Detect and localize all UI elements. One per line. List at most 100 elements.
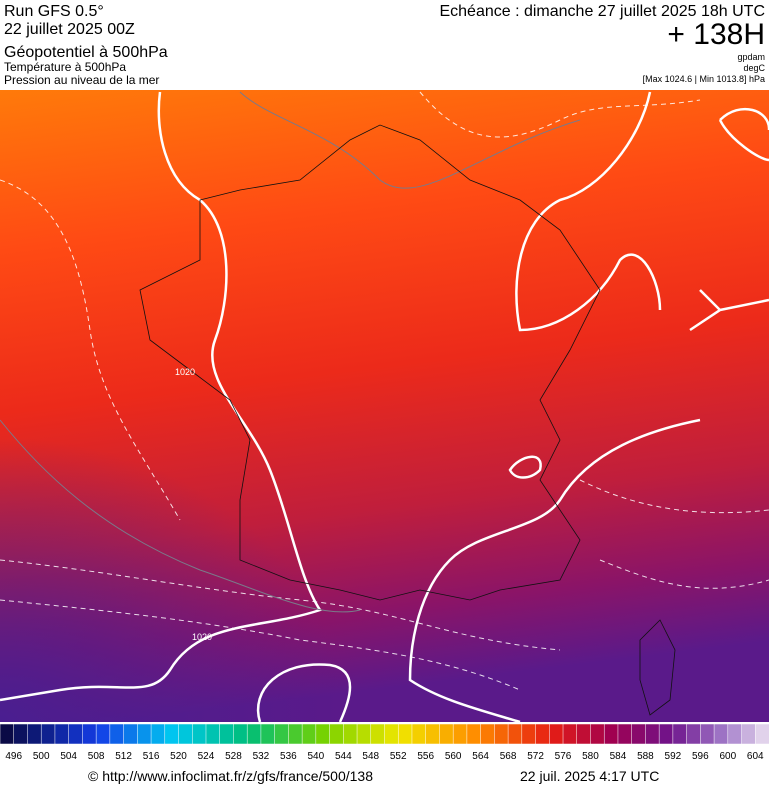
colorbar-swatch [109,723,125,745]
colorbar-swatch [301,723,317,745]
colorbar-swatch [219,723,234,745]
colorbar-swatch [521,723,537,745]
field-shading [0,90,769,722]
colorbar-label: 560 [445,751,462,762]
colorbar-swatch [260,723,276,745]
colorbar-swatch [384,723,399,745]
source-url: © http://www.infoclimat.fr/z/gfs/france/… [88,768,373,784]
colorbar-label: 564 [472,751,489,762]
colorbar-swatch [356,723,372,745]
borders [139,124,676,716]
colorbar-swatch [192,723,207,745]
colorbar-swatch [164,723,180,745]
colorbar-swatch [480,723,495,745]
colorbar-swatch [0,723,15,745]
colorbar-swatch [397,723,413,745]
colorbar-label: 508 [88,751,105,762]
colorbar-label: 496 [5,751,22,762]
field: Température à 500hPa [4,60,126,74]
colorbar-label: 572 [527,751,544,762]
colorbar-label: 600 [719,751,736,762]
header: Run GFS 0.5° 22 juillet 2025 00Z Géopote… [4,3,766,87]
colorbar-swatch [535,723,550,745]
colorbar-swatch [439,723,454,745]
footer: © http://www.infoclimat.fr/z/gfs/france/… [88,768,659,784]
colorbar-label: 596 [692,751,709,762]
colorbar-label: 576 [555,751,572,762]
colorbar-swatch [603,723,619,745]
colorbar-swatch [549,723,564,745]
colorbar-label: 504 [60,751,77,762]
colorbar-swatch [27,723,42,745]
temperature-line [0,91,581,613]
colorbar-swatch [617,723,633,745]
colorbar-swatch [645,723,660,745]
colorbar-swatch [562,723,578,745]
colorbar-swatch [246,723,262,745]
colorbar-label: 528 [225,751,242,762]
colorbar-swatch [315,723,331,745]
colorbar-label: 556 [417,751,434,762]
colorbar-swatch [494,723,509,745]
colorbar-swatch [137,723,152,745]
colorbar-swatch [82,723,97,745]
colorbar-swatch [54,723,70,745]
colorbar-swatch [507,723,523,745]
colorbar-swatch [576,723,592,745]
range: [Max 1024.6 | Min 1013.8] hPa [643,74,765,84]
colorbar-swatch [68,723,83,745]
colorbar-swatch [343,723,358,745]
colorbar-swatch [123,723,138,745]
colorbar-swatch [425,723,440,745]
run: Run GFS 0.5° [4,3,104,20]
colorbar-swatch [658,723,674,745]
colorbar-swatch [452,723,468,745]
colorbar-swatch [741,723,756,745]
colorbar-swatch [205,723,221,745]
colorbar-label: 524 [198,751,215,762]
colorbar-swatch [150,723,166,745]
colorbar-swatch [178,723,193,745]
timestamp: 22 juil. 2025 4:17 UTC [520,768,659,784]
colorbar-label: 548 [362,751,379,762]
colorbar-label: 516 [143,751,160,762]
unit: gpdam [737,52,765,62]
lead-time: + 138H [667,18,765,51]
field: Géopotentiel à 500hPa [4,44,168,61]
colorbar-swatch [672,723,688,745]
contour-label: 1020 [192,632,212,642]
run-date: 22 juillet 2025 00Z [4,21,135,38]
colorbar-label: 536 [280,751,297,762]
colorbar-label: 552 [390,751,407,762]
unit: degC [743,63,765,73]
colorbar-label: 588 [637,751,654,762]
colorbar-label: 540 [307,751,324,762]
colorbar-label: 584 [610,751,627,762]
colorbar: 496 500 504 508 512 516 520 524 528 532 536 540 544 5… [0,723,769,762]
colorbar-swatch [370,723,386,745]
colorbar-swatch [95,723,111,745]
colorbar-label: 604 [747,751,764,762]
field: Pression au niveau de la mer [4,73,159,87]
colorbar-swatch [274,723,289,745]
colorbar-label: 580 [582,751,599,762]
colorbar-label: 592 [665,751,682,762]
colorbar-label: 544 [335,751,352,762]
colorbar-swatch [466,723,482,745]
colorbar-swatch [13,723,29,745]
colorbar-swatch [755,723,769,745]
colorbar-swatch [590,723,605,745]
colorbar-swatch [727,723,743,745]
colorbar-swatch [329,723,344,745]
colorbar-label: 568 [500,751,517,762]
valid-time: Echéance : dimanche 27 juillet 2025 18h … [439,3,765,20]
colorbar-swatch [40,723,56,745]
map: 1020 1020 [0,90,769,724]
isotherms [0,91,769,691]
colorbar-swatch [411,723,427,745]
colorbar-swatch [700,723,715,745]
colorbar-label: 512 [115,751,132,762]
colorbar-swatch [631,723,646,745]
colorbar-label: 520 [170,751,187,762]
